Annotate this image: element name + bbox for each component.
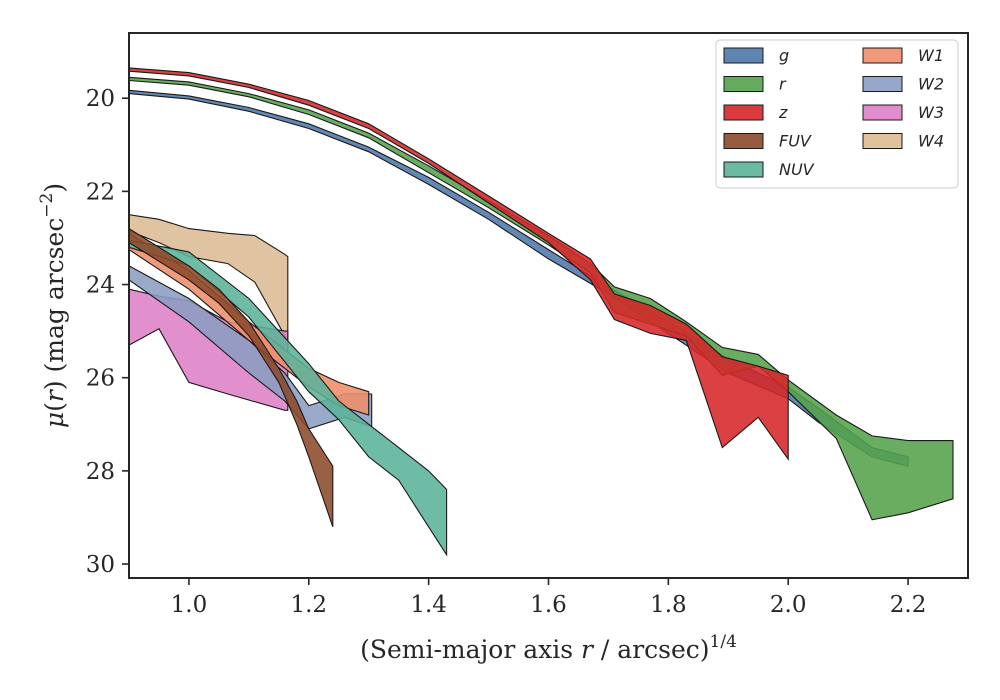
legend-swatch-fuv [723,133,764,149]
y-tick-label: 30 [86,552,115,578]
legend-label-nuv: NUV [779,160,815,179]
y-axis-label: μ(r) (mag arcsec−2) [37,183,69,428]
x-tick-label: 1.8 [650,592,687,618]
band-z [129,67,789,461]
x-axis-ticks: 1.0 1.2 1.4 1.6 1.8 2.0 2.2 [171,578,927,618]
legend-swatch-z [723,104,764,121]
legend-swatch-w2 [862,76,903,92]
y-tick-label: 22 [86,179,115,205]
legend-label-w2: W2 [918,75,944,94]
legend-label-w4: W4 [918,132,944,151]
x-tick-label: 1.0 [171,592,208,618]
legend-label-w3: W3 [918,103,944,122]
y-tick-label: 28 [86,459,115,485]
legend-swatch-r [723,76,764,92]
legend-swatch-w4 [862,133,903,149]
x-axis-label: (Semi-major axis r / arcsec)1/4 [360,632,737,664]
legend-label-r: r [779,75,787,94]
legend-swatch-w1 [862,47,903,64]
y-axis-ticks: 20 22 24 26 28 30 [86,86,129,578]
legend-swatch-w3 [862,104,903,121]
band-fuv [129,227,334,527]
legend-label-z: z [778,103,788,122]
legend: grz FUV NUV W1 W2 W3 W4 [715,39,959,189]
band-nuv [129,239,448,557]
x-tick-label: 1.6 [530,592,567,618]
legend-swatch-g [723,47,764,64]
y-tick-label: 20 [86,86,115,112]
legend-label-fuv: FUV [779,132,812,151]
legend-swatch-nuv [723,161,764,178]
x-tick-label: 2.0 [770,592,807,618]
x-tick-label: 2.2 [890,592,927,618]
y-tick-label: 24 [86,273,115,299]
legend-label-g: g [779,46,789,65]
x-tick-label: 1.2 [290,592,327,618]
y-tick-label: 26 [86,366,115,392]
legend-label-w1: W1 [918,46,944,65]
profile-bands [129,67,954,557]
x-tick-label: 1.4 [410,592,447,618]
